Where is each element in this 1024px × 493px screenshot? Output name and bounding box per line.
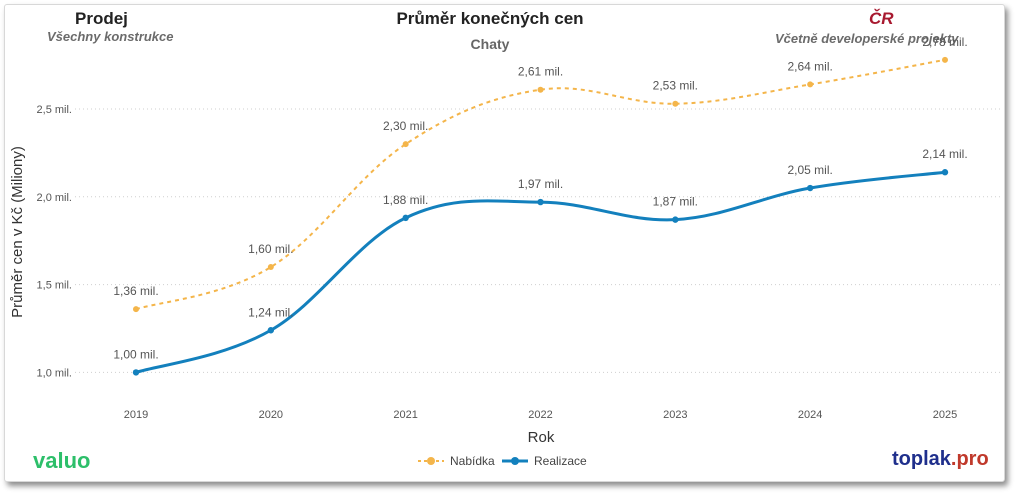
- y-tick-label: 2,5 mil.: [37, 104, 72, 116]
- data-label: 2,78 mil.: [922, 35, 967, 49]
- valuo-logo: valuo: [33, 448, 91, 473]
- x-axis-title: Rok: [528, 429, 555, 446]
- x-tick-label: 2025: [933, 409, 957, 421]
- x-tick-label: 2020: [259, 409, 283, 421]
- y-axis-title: Průměr cen v Kč (Miliony): [9, 146, 26, 318]
- y-tick-label: 2,0 mil.: [37, 192, 72, 204]
- data-point: [807, 81, 814, 88]
- data-point: [537, 198, 544, 206]
- data-point: [132, 369, 140, 376]
- legend-label: Nabídka: [450, 454, 495, 468]
- x-tick-label: 2021: [393, 409, 417, 421]
- data-point: [672, 216, 679, 223]
- data-label: 1,87 mil.: [653, 195, 698, 209]
- legend-swatch-marker: [511, 457, 519, 465]
- legend-label: Realizace: [534, 454, 587, 468]
- data-label: 2,61 mil.: [518, 65, 563, 79]
- toplak-logo: toplak.pro: [892, 448, 989, 471]
- data-point: [941, 169, 949, 176]
- x-tick-label: 2019: [124, 409, 148, 421]
- data-label: 1,88 mil.: [383, 193, 428, 207]
- data-point: [942, 56, 948, 63]
- data-point: [267, 264, 274, 271]
- x-tick-label: 2023: [663, 409, 687, 421]
- data-label: 2,05 mil.: [787, 163, 832, 177]
- data-point: [537, 86, 544, 93]
- data-point: [672, 100, 679, 107]
- data-label: 1,00 mil.: [113, 347, 158, 361]
- y-tick-label: 1,0 mil.: [37, 367, 72, 379]
- region-title: ČR: [869, 9, 894, 28]
- chart-title: Průměr konečných cen: [396, 9, 584, 28]
- data-label: 2,30 mil.: [383, 119, 428, 133]
- data-label: 1,24 mil.: [248, 305, 293, 319]
- data-point: [267, 327, 275, 334]
- x-tick-label: 2024: [798, 409, 822, 421]
- data-point: [402, 214, 409, 222]
- chart-card: [4, 4, 1005, 482]
- data-label: 2,64 mil.: [787, 59, 832, 73]
- legend-swatch-marker: [427, 457, 435, 465]
- data-label: 1,97 mil.: [518, 177, 563, 191]
- toplak-logo-suffix: .pro: [950, 448, 989, 470]
- region-subtitle: Včetně developerské projekty: [775, 31, 959, 46]
- chart-subtitle: Chaty: [470, 36, 510, 52]
- data-label: 1,36 mil.: [113, 284, 158, 298]
- x-tick-label: 2022: [528, 409, 552, 421]
- data-point: [402, 141, 409, 148]
- sale-type-title: Prodej: [75, 9, 128, 28]
- data-label: 1,60 mil.: [248, 242, 293, 256]
- data-label: 2,53 mil.: [653, 79, 698, 93]
- toplak-logo-main: toplak: [892, 448, 951, 470]
- data-point: [806, 184, 814, 192]
- y-tick-label: 1,5 mil.: [37, 280, 72, 292]
- data-point: [133, 306, 139, 313]
- data-label: 2,14 mil.: [922, 147, 967, 161]
- construction-subtitle: Všechny konstrukce: [47, 29, 174, 44]
